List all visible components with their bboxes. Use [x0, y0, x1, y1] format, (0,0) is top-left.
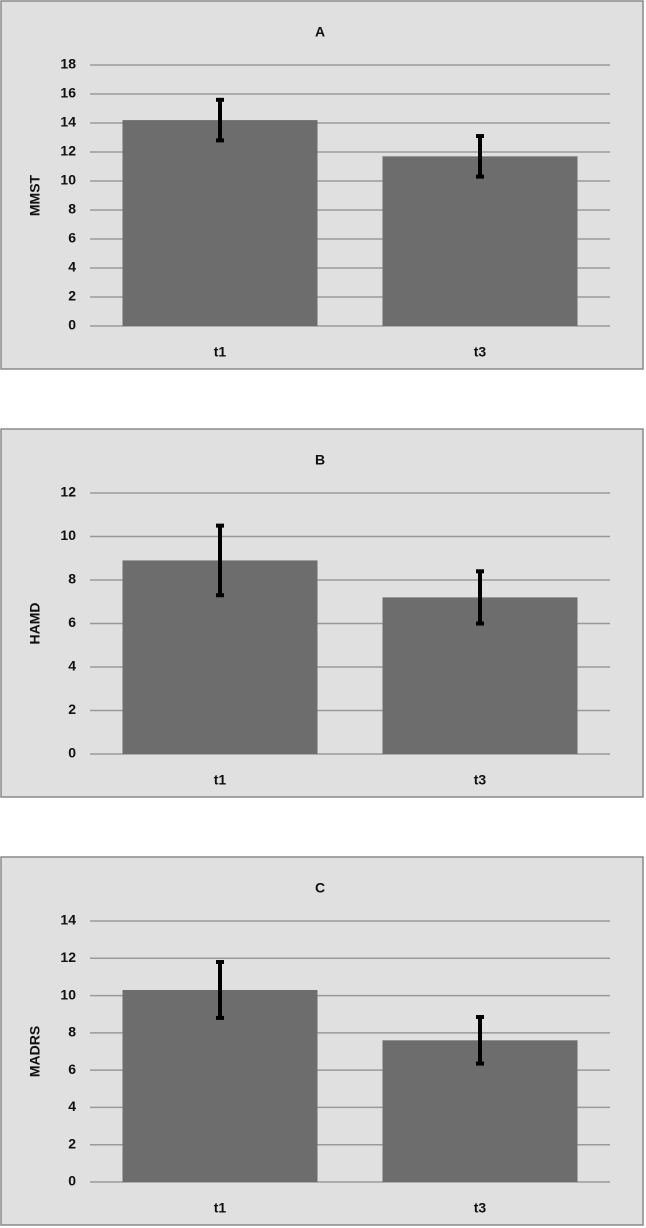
bar: [122, 989, 318, 1182]
x-tick-label: t1: [214, 772, 227, 788]
y-tick-label: 10: [60, 986, 76, 1002]
y-tick-label: 18: [60, 56, 76, 72]
y-tick-label: 2: [68, 1135, 76, 1151]
error-bar: [216, 960, 224, 1020]
chart-panel: A MMST 0 2 4 6 8 10 12 14 16 18 t1 t3: [0, 0, 644, 370]
y-tick-label: 12: [60, 143, 76, 159]
error-bar: [216, 97, 224, 143]
x-tick-label: t3: [474, 1200, 487, 1216]
error-bar: [476, 134, 484, 179]
bar: [382, 156, 578, 326]
y-tick-label: 0: [68, 745, 76, 761]
y-tick-label: 4: [68, 658, 76, 674]
y-tick-label: 0: [68, 1173, 76, 1189]
y-tick-label: 2: [68, 701, 76, 717]
error-bar: [476, 1015, 484, 1066]
y-tick-label: 8: [68, 571, 76, 587]
chart-title: B: [315, 452, 325, 468]
y-tick-label: 16: [60, 85, 76, 101]
y-tick-label: 6: [68, 230, 76, 246]
y-tick-label: 8: [68, 1024, 76, 1040]
y-tick-label: 4: [68, 1098, 76, 1114]
y-tick-label: 4: [68, 259, 76, 275]
y-tick-label: 8: [68, 201, 76, 217]
chart-panel: B HAMD 0 2 4 6 8 10 12 t1 t3: [0, 428, 644, 798]
x-tick-label: t1: [214, 344, 227, 360]
x-tick-label: t3: [474, 772, 487, 788]
y-tick-label: 6: [68, 1061, 76, 1077]
y-tick-label: 10: [60, 172, 76, 188]
x-tick-label: t3: [474, 344, 487, 360]
y-tick-label: 2: [68, 288, 76, 304]
y-axis-label: HAMD: [27, 603, 43, 645]
error-bar: [476, 569, 484, 626]
chart-title: A: [315, 24, 325, 40]
y-axis-label: MMST: [27, 174, 43, 216]
y-tick-label: 14: [60, 114, 76, 130]
chart-panel: C MADRS 0 2 4 6 8 10 12 14 t1 t3: [0, 856, 644, 1226]
y-tick-label: 12: [60, 484, 76, 500]
y-tick-label: 10: [60, 527, 76, 543]
y-tick-label: 6: [68, 614, 76, 630]
bar: [122, 120, 318, 326]
chart-title: C: [315, 880, 325, 896]
x-tick-label: t1: [214, 1200, 227, 1216]
y-tick-label: 0: [68, 317, 76, 333]
error-bar: [216, 523, 224, 598]
y-tick-label: 12: [60, 949, 76, 965]
y-axis-label: MADRS: [27, 1026, 43, 1077]
y-tick-label: 14: [60, 912, 76, 928]
